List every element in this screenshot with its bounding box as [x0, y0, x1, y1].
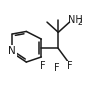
Text: N: N — [8, 46, 16, 56]
Text: F: F — [40, 61, 46, 71]
Text: NH: NH — [68, 15, 82, 25]
Text: F: F — [54, 63, 59, 73]
Text: 2: 2 — [78, 18, 82, 27]
Text: F: F — [67, 61, 72, 71]
